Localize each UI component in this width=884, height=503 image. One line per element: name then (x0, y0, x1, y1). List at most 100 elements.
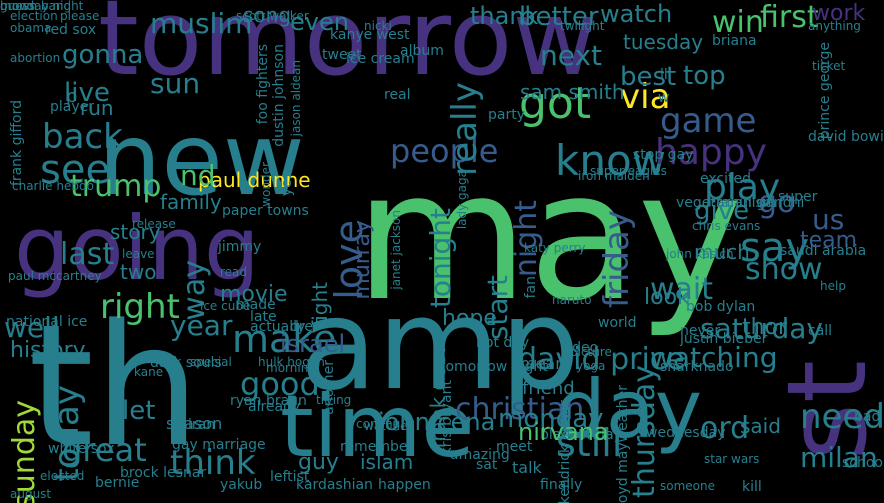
cloud-word: islam (360, 450, 414, 474)
cloud-word: may (355, 133, 743, 340)
cloud-word: saudi arabia (780, 243, 867, 259)
cloud-word: briana (712, 33, 757, 49)
cloud-word: national ice (6, 314, 88, 330)
cloud-word: need (800, 397, 884, 437)
cloud-word: guess (0, 0, 36, 13)
cloud-word: back (42, 117, 123, 157)
cloud-word: morning (266, 361, 316, 375)
cloud-word: live (64, 78, 110, 108)
cloud-word: friday (597, 210, 637, 308)
cloud-word: leftist (270, 469, 310, 485)
cloud-word: real (384, 87, 411, 103)
cloud-word: saturday (700, 312, 823, 345)
cloud-word: leave (122, 247, 155, 261)
cloud-word: rahul gandhi (716, 195, 805, 211)
cloud-word: kanye west (330, 27, 410, 43)
cloud-word: w (658, 90, 670, 106)
cloud-word: guy (298, 450, 339, 475)
cloud-word: justin bieber (680, 331, 768, 347)
cloud-word: well (4, 311, 60, 344)
cloud-word: hulk hogan (258, 355, 325, 369)
cloud-word: much (694, 240, 750, 264)
cloud-word: iron maiden (578, 169, 650, 183)
cloud-word: new (98, 101, 305, 218)
cloud-word: trump (70, 169, 162, 204)
cloud-word: better (519, 2, 599, 32)
cloud-word: obama (10, 21, 52, 35)
cloud-word: lady gaga (455, 170, 469, 230)
cloud-word: dres (290, 319, 321, 335)
cloud-word: history (10, 338, 86, 363)
cloud-word: think (170, 443, 256, 483)
cloud-word: dark souls (150, 355, 222, 371)
cloud-word: someone (660, 479, 715, 493)
cloud-word: john cena (378, 408, 496, 436)
cloud-word: tuesday (623, 30, 704, 54)
cloud-word: floyd mayweather (615, 385, 631, 503)
cloud-word: movie (220, 282, 288, 307)
cloud-word: prince george (817, 42, 833, 140)
cloud-word: watched (364, 419, 416, 433)
cloud-word: season (166, 414, 223, 433)
cloud-word: people (390, 132, 499, 170)
cloud-word: amazing (450, 447, 510, 463)
cloud-word: kane (134, 365, 164, 379)
cloud-word: naruto (552, 293, 592, 307)
cloud-word: got (519, 78, 592, 129)
cloud-word: game (660, 101, 757, 141)
cloud-word: year (170, 309, 233, 342)
cloud-word: bernie (95, 475, 140, 491)
cloud-word: talk (512, 458, 542, 477)
cloud-word: wednesday (646, 425, 726, 441)
cloud-word: iran (188, 417, 216, 433)
cloud-word: family (160, 190, 222, 214)
cloud-word: work (812, 1, 866, 26)
cloud-word: win (712, 5, 764, 40)
cloud-word: thor (742, 315, 788, 340)
cloud-word: nirvana (518, 418, 609, 446)
cloud-word: vegetarianism (676, 195, 777, 211)
cloud-word: israel (280, 330, 346, 358)
cloud-word: brock lesnar (120, 465, 207, 481)
cloud-word: fan (523, 276, 539, 299)
cloud-word: show (745, 252, 823, 287)
cloud-word: white sox (48, 441, 115, 457)
cloud-word: top (683, 61, 726, 91)
cloud-word: look (644, 285, 690, 310)
cloud-word: gonna (62, 40, 144, 70)
cloud-word: sam smith (520, 80, 625, 104)
cloud-word: meet (496, 439, 533, 455)
cloud-word: monday night (0, 0, 84, 13)
cloud-word: bob dylan (686, 299, 756, 315)
cloud-word: john kasich (666, 247, 734, 261)
cloud-word: th (28, 288, 201, 484)
cloud-word: murray (350, 220, 375, 300)
cloud-word: muslim (150, 7, 253, 40)
cloud-word: make (232, 317, 337, 361)
cloud-word: christian (455, 392, 585, 427)
cloud-word: tonight (424, 208, 457, 309)
cloud-word: elected (40, 469, 85, 483)
cloud-word: august (10, 487, 52, 501)
cloud-word: election (10, 9, 58, 23)
cloud-word: david price (518, 342, 685, 377)
cloud-word: kill (742, 479, 762, 495)
cloud-word: frank gifford (9, 100, 25, 187)
cloud-word: help (820, 279, 846, 293)
cloud-word: never (680, 323, 721, 339)
cloud-word: first (760, 0, 819, 35)
cloud-word: sun (150, 67, 201, 100)
cloud-word: song (243, 3, 292, 27)
cloud-word: say (740, 225, 810, 271)
cloud-word: jimmy (218, 239, 262, 255)
cloud-word: happen (378, 477, 431, 493)
cloud-word: best (620, 62, 677, 92)
cloud-word: right (100, 287, 180, 327)
cloud-word: know (555, 136, 666, 185)
cloud-word: stop gay (633, 147, 694, 163)
cloud-word: red sox (45, 22, 97, 38)
cloud-word: jason aldean (289, 60, 303, 137)
cloud-word: ll (660, 67, 668, 83)
cloud-word: ord (700, 411, 750, 446)
